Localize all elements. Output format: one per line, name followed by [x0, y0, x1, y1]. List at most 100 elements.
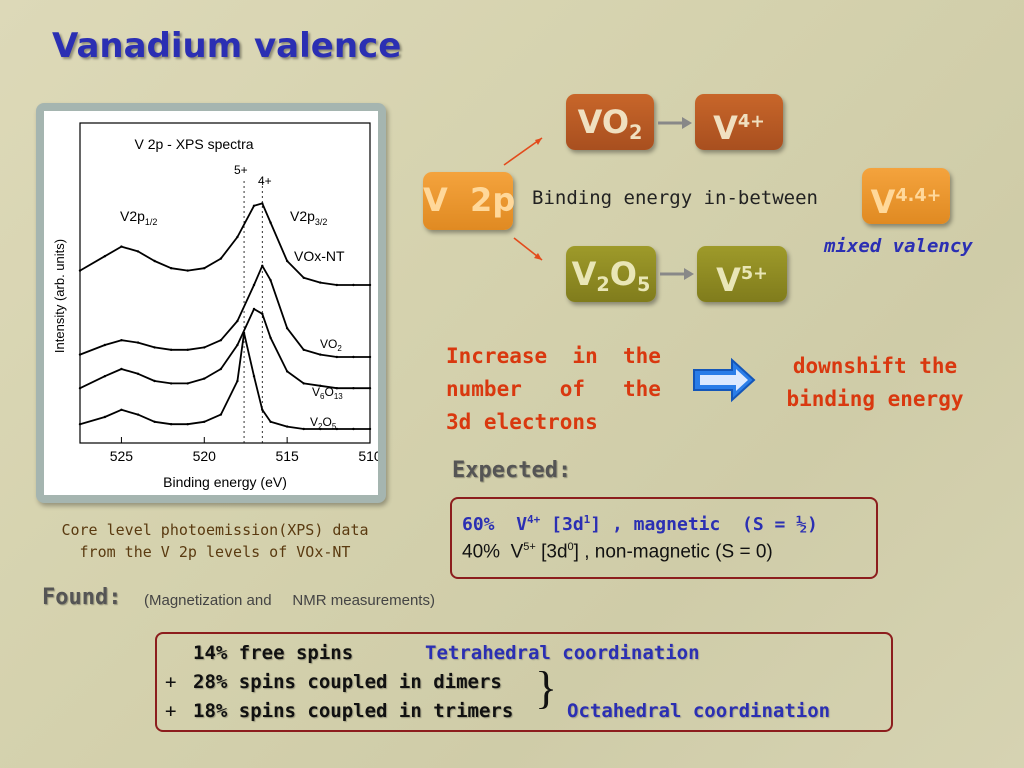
data-point: [236, 319, 239, 323]
vo2-arrow-icon: [658, 117, 692, 129]
found-row-1: 14% free spins: [193, 642, 354, 664]
expected-row-1: 60% V4+ [3d1] , magnetic (S = ½): [462, 513, 818, 535]
series-group: [78, 202, 372, 431]
peak-label-left: V2p1/2: [120, 208, 157, 227]
downshift-line-1: downshift the: [792, 354, 958, 378]
peak-label-right: V2p3/2: [290, 208, 327, 227]
v5-box: V5+: [697, 246, 787, 302]
tetrahedral-text: Tetrahedral coordination: [425, 642, 700, 664]
increase-line-1: Increase in the: [446, 344, 661, 368]
series-line: [79, 332, 370, 430]
v44-sup: 4.4+: [895, 186, 942, 206]
data-point: [203, 267, 206, 270]
caption-line-1: Core level photoemission(XPS) data: [61, 521, 369, 539]
downshift-text: downshift the binding energy: [768, 350, 982, 416]
data-point: [269, 420, 272, 423]
v4-label: V: [713, 109, 738, 147]
data-point: [169, 348, 173, 351]
data-point: [352, 355, 355, 359]
data-point: [335, 355, 339, 359]
y-axis-label: Intensity (arb. units): [52, 239, 67, 353]
data-point: [103, 343, 107, 347]
found-note: (Magnetization and NMR measurements): [144, 592, 435, 609]
data-point: [319, 281, 322, 284]
data-point: [252, 375, 256, 378]
data-point: [252, 307, 256, 311]
data-point: [352, 387, 355, 390]
found-row-3: 18% spins coupled in trimers: [193, 700, 514, 722]
data-point: [136, 341, 140, 344]
expected-label: Expected:: [452, 458, 572, 483]
figure-caption: Core level photoemission(XPS) data from …: [30, 519, 400, 563]
data-point: [261, 312, 264, 315]
found-row-2: 28% spins coupled in dimers: [193, 671, 502, 693]
data-point: [120, 339, 123, 342]
data-point: [335, 427, 339, 431]
data-point: [335, 387, 339, 390]
data-point: [285, 370, 289, 373]
data-point: [261, 264, 264, 267]
data-point: [319, 427, 322, 431]
found-row-2-prefix: +: [165, 671, 177, 693]
data-point: [269, 336, 272, 339]
data-point: [219, 367, 223, 371]
vo2-label: VO: [577, 103, 630, 141]
data-point: [136, 250, 140, 253]
vo2-box: VO2: [566, 94, 654, 150]
data-point: [169, 382, 173, 385]
xps-figure: V 2p - XPS spectra Intensity (arb. units…: [44, 111, 382, 495]
data-point: [78, 269, 82, 272]
increase-text: Increase in the number of the 3d electro…: [446, 340, 661, 439]
data-point: [103, 255, 107, 258]
x-axis-label: Binding energy (eV): [163, 474, 287, 490]
x-tick-label: 515: [275, 448, 299, 464]
data-point: [352, 427, 355, 431]
data-point: [78, 387, 82, 390]
data-point: [368, 387, 372, 390]
data-point: [219, 413, 223, 416]
data-point: [169, 423, 173, 426]
data-point: [285, 259, 289, 263]
v2o5-sub2: 5: [636, 273, 651, 296]
data-point: [186, 382, 189, 385]
data-point: [252, 283, 256, 287]
data-point: [219, 257, 223, 260]
xps-figure-frame: V 2p - XPS spectra Intensity (arb. units…: [36, 103, 386, 503]
curve-label-v2o5: V2O5: [310, 415, 337, 431]
v5-label: V: [716, 261, 741, 299]
v2o5-sub1: 2: [596, 273, 610, 296]
v2o5-arrow-icon: [660, 268, 694, 280]
data-point: [219, 339, 223, 342]
v2o5-label-a: V: [571, 255, 597, 293]
data-point: [368, 283, 372, 287]
caption-line-2: from the V 2p levels of VOx-NT: [79, 543, 351, 561]
curve-label-vo2: VO2: [320, 337, 342, 353]
data-point: [302, 427, 305, 431]
slide-title: Vanadium valence: [52, 26, 402, 66]
v2p-label: V 2p: [423, 181, 516, 219]
x-tick-label: 510: [358, 448, 378, 464]
data-point: [186, 269, 189, 272]
increase-line-2: number of the: [446, 377, 661, 401]
data-point: [368, 427, 372, 431]
reference-lines: [243, 181, 263, 443]
octahedral-text: Octahedral coordination: [567, 700, 831, 722]
v44-box: V4.4+: [862, 168, 950, 224]
marker-4plus: 4+: [258, 174, 272, 188]
v5-sup: 5+: [740, 264, 768, 284]
plot-area: [79, 122, 371, 444]
data-point: [103, 375, 107, 378]
mixed-valency-text: mixed valency: [824, 235, 973, 257]
data-point: [120, 245, 123, 248]
branch-arrows: [503, 137, 543, 261]
data-point: [335, 283, 339, 287]
data-point: [186, 423, 189, 426]
v2p-box: V 2p: [423, 172, 516, 230]
data-point: [236, 235, 239, 239]
data-point: [136, 372, 140, 375]
data-point: [203, 346, 206, 349]
data-point: [78, 353, 82, 356]
marker-5plus: 5+: [234, 163, 248, 177]
data-point: [153, 346, 156, 349]
curve-label-voxnt: VOx-NT: [294, 248, 345, 264]
